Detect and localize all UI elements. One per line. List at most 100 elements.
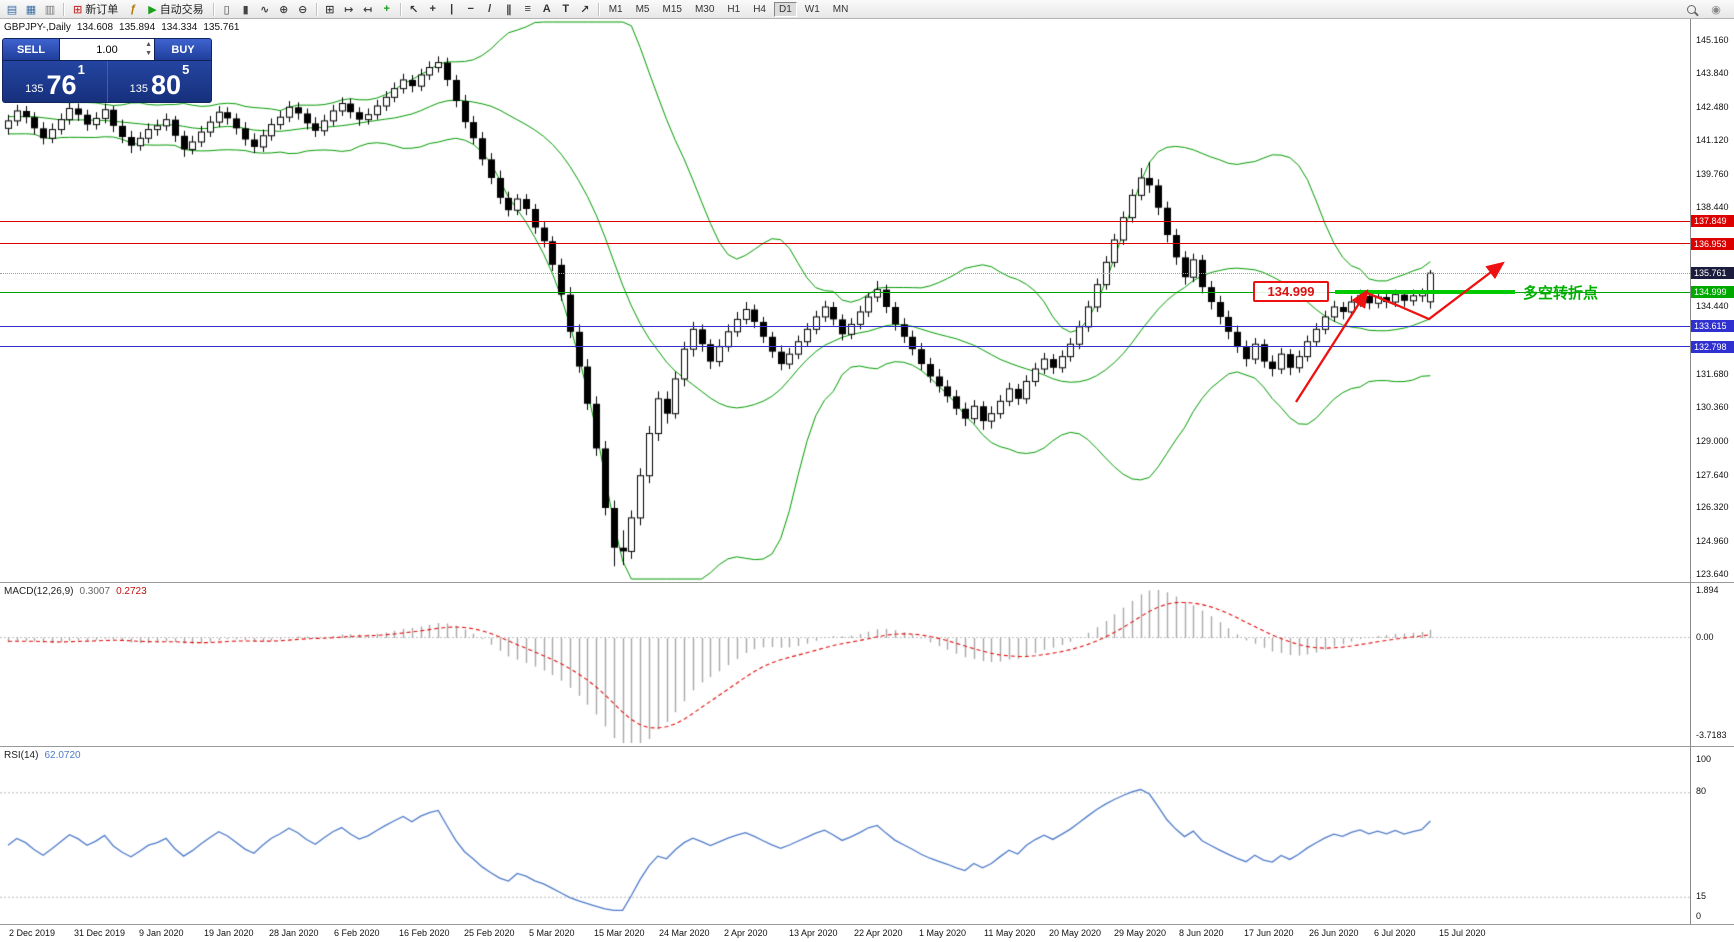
new-order-button-label: 新订单: [85, 4, 119, 16]
bar-chart-icon[interactable]: ▯: [218, 2, 236, 17]
support-line-segment[interactable]: [1335, 290, 1515, 294]
chart-shift-icon[interactable]: ↤: [359, 2, 377, 17]
timeframe-m30-button[interactable]: M30: [694, 3, 715, 15]
rsi-value: 62.0720: [44, 750, 81, 761]
sell-button[interactable]: SELL: [3, 39, 60, 60]
macd-main-value: 0.3007: [79, 586, 111, 597]
horizontal-line-icon: −: [467, 3, 474, 15]
auto-scroll-icon: ↦: [344, 3, 354, 16]
line-chart-icon[interactable]: ∿: [256, 2, 274, 17]
price-level-line[interactable]: [0, 220, 1690, 222]
price-axis-separator[interactable]: [1690, 19, 1691, 924]
timeframe-m5-button[interactable]: M5: [635, 3, 650, 15]
price-level-line[interactable]: [0, 291, 1690, 293]
autotrading-button-label: 自动交易: [159, 4, 204, 16]
zoom-in-icon[interactable]: ⊕: [275, 2, 293, 17]
metaeditor-icon: ƒ: [130, 3, 137, 15]
buy-button[interactable]: BUY: [154, 39, 211, 60]
ask-price[interactable]: 135 80 5: [107, 61, 211, 102]
crosshair-icon[interactable]: +: [424, 2, 442, 17]
timeframe-mn-button[interactable]: MN: [832, 3, 849, 15]
toolbar-separator: [212, 2, 214, 16]
price-tick-label: 130.360: [1696, 402, 1729, 413]
candlestick-chart-icon[interactable]: ▮: [237, 2, 255, 17]
ohlc-open: 134.608: [76, 22, 114, 33]
date-axis-label: 6 Jul 2020: [1374, 928, 1416, 938]
horizontal-line-icon[interactable]: −: [462, 2, 480, 17]
macd-scale-label: -3.7183: [1696, 730, 1727, 740]
new-order-button[interactable]: ⊞ 新订单: [68, 2, 123, 17]
autotrading-button[interactable]: ▶ 自动交易: [143, 2, 208, 17]
rsi-scale-label: 0: [1696, 911, 1702, 921]
arrows-icon[interactable]: ↗: [576, 2, 594, 17]
lot-decrease-button[interactable]: ▼: [145, 50, 152, 57]
ohlc-high: 135.894: [119, 22, 156, 33]
timeframe-d1-button[interactable]: D1: [774, 1, 797, 17]
auto-scroll-icon[interactable]: ↦: [340, 2, 358, 17]
zoom-out-icon[interactable]: ⊖: [294, 2, 312, 17]
pane-separator[interactable]: [0, 582, 1734, 583]
price-tag: 134.999: [1691, 286, 1734, 299]
fibonacci-icon[interactable]: ≡: [519, 2, 537, 17]
chart-shift-icon: ↤: [363, 3, 373, 16]
zoom-in-icon: ⊕: [279, 3, 289, 16]
timeframe-m1-button[interactable]: M1: [608, 3, 623, 15]
cursor-icon[interactable]: ↖: [405, 2, 423, 17]
price-tick-label: 129.000: [1696, 435, 1729, 446]
annotation-note[interactable]: 多空转折点: [1523, 285, 1599, 302]
bid-price[interactable]: 135 76 1: [3, 61, 107, 102]
text-icon[interactable]: A: [538, 2, 556, 17]
vertical-line-icon[interactable]: |: [443, 2, 461, 17]
toolbar-right-icons: ◉: [1682, 2, 1725, 17]
date-axis-label: 9 Jan 2020: [139, 928, 184, 938]
date-axis-label: 11 May 2020: [984, 928, 1036, 938]
symbol-ohlc-header: GBPJPY-,Daily 134.608 135.894 134.334 135.76…: [4, 22, 246, 33]
lot-increase-button[interactable]: ▲: [145, 41, 152, 48]
label-icon: T: [562, 3, 570, 15]
text-icon: A: [542, 3, 551, 15]
market-watch-icon[interactable]: ▥: [41, 2, 59, 17]
price-tick-label: 141.120: [1696, 135, 1729, 146]
price-level-line[interactable]: [0, 325, 1690, 327]
lot-size-input[interactable]: 1.00 ▲ ▼: [60, 39, 154, 60]
profiles-icon[interactable]: ▦: [22, 2, 40, 17]
price-tick-label: 124.960: [1696, 536, 1729, 547]
new-chart-icon[interactable]: ▤: [3, 2, 21, 17]
channel-icon: ∥: [505, 3, 512, 16]
arrows-icon: ↗: [580, 3, 590, 16]
metaeditor-icon[interactable]: ƒ: [124, 2, 142, 17]
community-icon[interactable]: ◉: [1711, 3, 1721, 16]
ask-main-digits: 135: [129, 83, 149, 95]
label-icon[interactable]: T: [557, 2, 575, 17]
autotrading-play-icon: ▶: [148, 3, 157, 16]
price-tick-label: 126.320: [1696, 502, 1729, 513]
timeframe-m15-button[interactable]: M15: [662, 3, 682, 15]
date-axis-label: 29 May 2020: [1114, 928, 1167, 938]
timeframe-w1-button[interactable]: W1: [804, 3, 820, 15]
date-axis-label: 28 Jan 2020: [269, 928, 319, 938]
symbol-name: GBPJPY-,Daily: [4, 22, 71, 33]
price-callout-box[interactable]: 134.999: [1253, 281, 1329, 302]
trendline-icon[interactable]: /: [481, 2, 499, 17]
macd-signal-value: 0.2723: [116, 586, 147, 597]
price-level-line[interactable]: [0, 272, 1690, 274]
price-level-line[interactable]: [0, 243, 1690, 245]
cursor-icon: ↖: [409, 3, 419, 16]
indicators-icon[interactable]: +: [378, 2, 396, 17]
timeframe-h1-button[interactable]: H1: [727, 3, 741, 15]
search-icon[interactable]: [1682, 2, 1700, 17]
channel-icon[interactable]: ∥: [500, 2, 518, 17]
price-level-line[interactable]: [0, 346, 1690, 348]
ask-big-digits: 80: [151, 70, 182, 100]
timeframe-h4-button[interactable]: H4: [753, 3, 766, 15]
ohlc-low: 134.334: [161, 22, 198, 33]
date-axis-label: 1 May 2020: [919, 928, 967, 938]
tile-windows-icon[interactable]: ⊞: [321, 2, 339, 17]
price-tick-label: 127.640: [1696, 469, 1729, 480]
date-axis-label: 19 Jan 2020: [204, 928, 254, 938]
date-axis-label: 2 Dec 2019: [9, 928, 56, 938]
rsi-scale-label: 80: [1696, 786, 1707, 796]
pane-separator[interactable]: [0, 746, 1734, 747]
